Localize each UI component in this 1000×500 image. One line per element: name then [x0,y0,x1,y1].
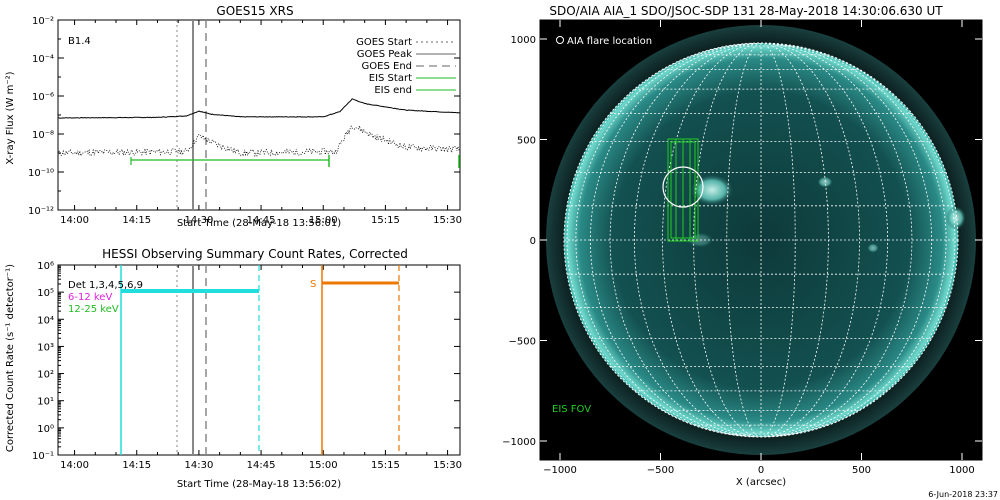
goes-x-tick-label: 15:00 [309,215,338,226]
grid-longitude-line [609,43,762,437]
goes-title: GOES15 XRS [216,4,293,18]
goes-x-tick-label: 14:45 [247,215,276,226]
grid-longitude-line [590,43,762,437]
aia-flare-legend-label: AIA flare location [567,36,652,47]
goes-x-label: Start Time (28-May-18 13:56:01) [177,218,341,229]
hessi-band1-label: 6-12 keV [68,292,112,303]
hessi-y-tick-label: 10⁵ [37,288,54,299]
hessi-det-label: Det 1,3,4,5,6,9 [68,280,143,291]
goes-legend-label: EIS end [374,85,412,96]
goes-legend-label: EIS Start [369,73,412,84]
grid-longitude-line [566,43,762,437]
aia-x-tick-label: −1000 [543,465,577,476]
hessi-y-tick-label: 10⁻¹ [32,451,54,462]
aia-flare-location-circle [662,166,704,208]
aia-title: SDO/AIA AIA_1 SDO/JSOC-SDP 131 28-May-20… [549,4,943,18]
hessi-x-tick-label: 15:15 [371,460,400,471]
hessi-y-tick-label: 10⁰ [37,424,54,435]
eis-fov-rectangles [667,138,699,242]
grid-longitude-line [760,43,956,437]
aia-y-tick-label: 1000 [511,35,536,46]
goes-x-tick-label: 14:00 [60,215,89,226]
grid-longitude-line [760,43,947,437]
hessi-x-tick-label: 14:30 [184,460,213,471]
aia-x-tick-label: 500 [852,465,871,476]
goes-legend-label: GOES Peak [357,49,412,60]
hessi-y-tick-label: 10⁶ [37,261,54,272]
goes-x-tick-label: 14:30 [184,215,213,226]
hessi-x-tick-label: 14:15 [122,460,151,471]
goes-y-axis: 10⁻² 10⁻⁴ 10⁻⁶ 10⁻⁸ 10⁻¹⁰ 10⁻¹² [28,16,460,217]
grid-longitude-line [760,43,829,437]
active-region-flare [690,174,734,206]
hessi-band2-label: 12-25 keV [68,304,119,315]
hessi-y-axis: 10⁶ 10⁵ 10⁴ 10³ 10² 10¹ 10⁰ 10⁻¹ [32,261,460,462]
grid-longitude-line [760,43,913,437]
goes-legend-label: GOES Start [356,37,412,48]
aia-x-tick-label: −500 [647,465,674,476]
active-region-2 [817,176,833,188]
limb-bright-point [946,206,966,230]
goes-y-tick-label: 10⁻¹⁰ [28,168,54,179]
hessi-x-tick-label: 15:00 [309,460,338,471]
hessi-x-tick-label: 15:30 [433,460,462,471]
aia-y-tick-label: −500 [509,337,536,348]
aia-eis-fov-label: EIS FOV [552,404,591,415]
active-regions [686,174,879,253]
aia-y-tick-label: 500 [517,136,536,147]
goes-y-tick-label: 10⁻² [32,16,54,27]
active-region-3 [867,243,879,253]
goes-x-tick-label: 15:30 [433,215,462,226]
goes-x-tick-label: 14:15 [122,215,151,226]
grid-longitude-line [726,43,762,437]
grid-longitude-line [760,43,796,437]
grid-longitude-line [693,43,762,437]
grid-longitude-line [575,43,762,437]
hessi-y-label: Corrected Count Rate (s⁻¹ detector⁻¹) [5,264,16,452]
goes-y-tick-label: 10⁻¹² [28,206,54,217]
hessi-y-tick-label: 10¹ [37,397,54,408]
goes-short-channel-curve [57,124,461,158]
hessi-x-label: Start Time (28-May-18 13:56:02) [177,479,341,490]
goes-class-label: B1.4 [68,36,91,47]
goes-x-tick-label: 15:15 [371,215,400,226]
hessi-y-tick-label: 10⁴ [37,315,54,326]
heliographic-grid [564,43,958,437]
aia-x-label: X (arcsec) [736,477,786,488]
grid-longitude-line [760,43,888,437]
aia-panel: SDO/AIA AIA_1 SDO/JSOC-SDP 131 28-May-20… [502,4,998,499]
hessi-y-tick-label: 10² [37,370,54,381]
goes-panel: GOES15 XRS 10⁻² 10⁻⁴ 10⁻⁶ 10⁻⁸ 10⁻¹⁰ 10⁻¹² 14… [5,4,462,229]
goes-y-label: X-ray Flux (W m⁻²) [5,71,16,164]
goes-long-channel-curve [58,98,461,119]
aia-image [546,25,976,455]
goes-legend-label: GOES End [362,61,412,72]
aia-y-tick-label: 0 [530,236,536,247]
grid-longitude-line [760,43,932,437]
grid-longitude-line [662,43,762,437]
goes-y-tick-label: 10⁻⁶ [32,92,54,103]
hessi-s-label: S [310,279,316,290]
aia-flare-legend-icon [556,36,564,44]
grid-longitude-line [760,43,860,437]
hessi-x-tick-label: 14:00 [60,460,89,471]
hessi-title: HESSI Observing Summary Count Rates, Cor… [102,247,408,261]
goes-y-tick-label: 10⁻⁸ [32,130,54,141]
aia-date-stamp: 6-Jun-2018 23:37 [928,490,998,499]
limb-outline [563,42,959,438]
hessi-x-axis: 14:00 14:15 14:30 14:45 15:00 15:15 15:30 [60,265,462,471]
aia-y-tick-label: −1000 [502,437,536,448]
hessi-y-tick-label: 10³ [37,342,54,353]
goes-y-tick-label: 10⁻⁴ [32,54,54,65]
goes-x-axis: 14:00 14:15 14:30 14:45 15:00 15:15 15:30 [60,20,462,226]
grid-longitude-line [634,43,762,437]
hessi-x-tick-label: 14:45 [247,460,276,471]
aia-y-axis: 1000 500 0 −500 −1000 [502,35,982,448]
aia-x-tick-label: 1000 [949,465,974,476]
hessi-panel: HESSI Observing Summary Count Rates, Cor… [5,247,462,490]
aia-x-tick-label: 0 [758,465,764,476]
aia-x-axis: −1000 −500 0 500 1000 [543,20,975,476]
